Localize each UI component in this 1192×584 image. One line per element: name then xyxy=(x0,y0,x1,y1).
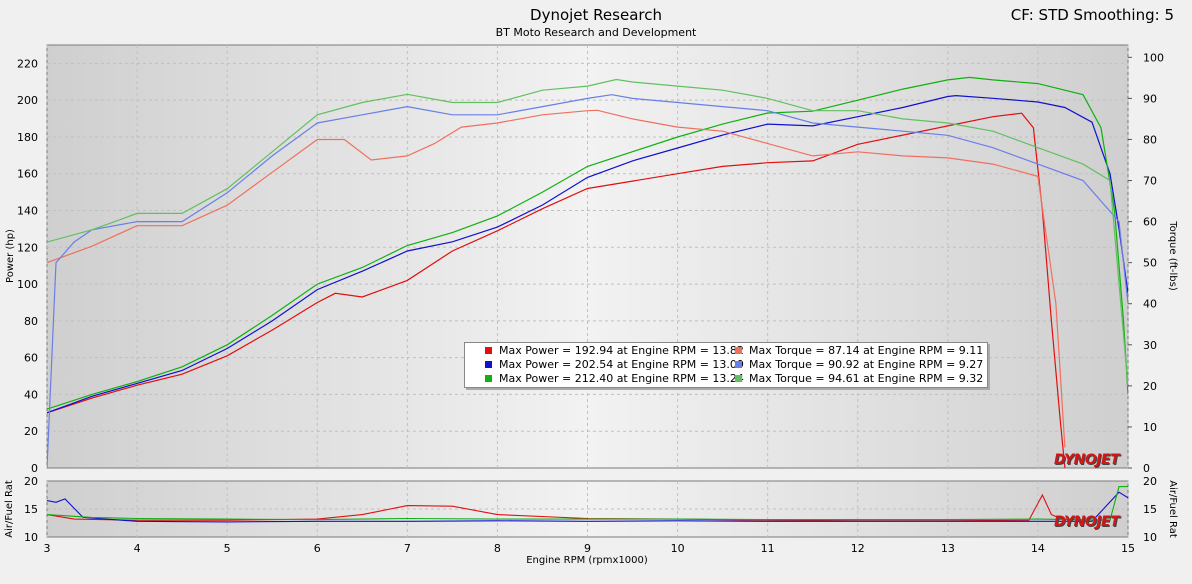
y2-tick-label: 0 xyxy=(1143,462,1150,475)
x-tick-label: 13 xyxy=(941,542,955,555)
y-tick-label: 120 xyxy=(17,241,38,254)
x-tick-label: 6 xyxy=(314,542,321,555)
power-line-run-1 xyxy=(47,112,1066,468)
legend-box: Max Power = 192.94 at Engine RPM = 13.82… xyxy=(464,342,988,388)
afr-y2-tick-label: 20 xyxy=(1143,475,1157,488)
legend-item: Max Power = 192.94 at Engine RPM = 13.82 xyxy=(485,344,744,358)
y2-tick-label: 100 xyxy=(1143,51,1164,64)
x-tick-label: 10 xyxy=(671,542,685,555)
x-tick-label: 12 xyxy=(851,542,865,555)
legend-swatch xyxy=(735,347,742,354)
y-tick-label: 100 xyxy=(17,278,38,291)
y-tick-label: 60 xyxy=(24,352,38,365)
torque-line-run-1 xyxy=(47,109,1066,448)
y2-tick-label: 20 xyxy=(1143,380,1157,393)
x-tick-label: 4 xyxy=(134,542,141,555)
power-line-run-2 xyxy=(47,94,1128,414)
legend-item: Max Torque = 94.61 at Engine RPM = 9.32 xyxy=(735,372,983,386)
y-tick-label: 80 xyxy=(24,315,38,328)
legend-item: Max Power = 202.54 at Engine RPM = 13.09 xyxy=(485,358,744,372)
afr-y-tick-label: 20 xyxy=(24,475,38,488)
y2-tick-label: 10 xyxy=(1143,421,1157,434)
x-tick-label: 3 xyxy=(44,542,51,555)
legend-item: Max Power = 212.40 at Engine RPM = 13.24 xyxy=(485,372,744,386)
dynojet-logo-afr: DYNOJET xyxy=(1054,514,1120,530)
y-tick-label: 220 xyxy=(17,57,38,70)
y-tick-label: 140 xyxy=(17,205,38,218)
y2-tick-label: 60 xyxy=(1143,216,1157,229)
afr-line-run-1 xyxy=(47,493,1066,522)
afr-y2-tick-label: 10 xyxy=(1143,531,1157,544)
x-tick-label: 9 xyxy=(584,542,591,555)
y2-tick-label: 30 xyxy=(1143,339,1157,352)
dynojet-logo-main: DYNOJET xyxy=(1054,452,1120,468)
y2-tick-label: 90 xyxy=(1143,92,1157,105)
legend-swatch xyxy=(485,347,492,354)
legend-swatch xyxy=(485,361,492,368)
x-tick-label: 7 xyxy=(404,542,411,555)
afr-line-run-3 xyxy=(47,486,1128,521)
afr-line-run-2 xyxy=(47,491,1128,523)
legend-swatch xyxy=(735,361,742,368)
y2-tick-label: 40 xyxy=(1143,298,1157,311)
afr-axis-label-left: Air/Fuel Rat xyxy=(4,480,15,538)
y-axis-label-power: Power (hp) xyxy=(5,229,16,283)
legend-swatch xyxy=(485,375,492,382)
chart-subtitle: BT Moto Research and Development xyxy=(495,26,697,39)
correction-factor-info: CF: STD Smoothing: 5 xyxy=(1010,6,1174,24)
x-tick-label: 15 xyxy=(1121,542,1135,555)
afr-y-tick-label: 15 xyxy=(24,503,38,516)
chart-title: Dynojet Research xyxy=(530,6,662,24)
x-tick-label: 11 xyxy=(761,542,775,555)
legend-item: Max Torque = 87.14 at Engine RPM = 9.11 xyxy=(735,344,983,358)
power-line-run-3 xyxy=(47,76,1128,410)
afr-y-tick-label: 10 xyxy=(24,531,38,544)
x-tick-label: 5 xyxy=(224,542,231,555)
afr-y2-tick-label: 15 xyxy=(1143,503,1157,516)
legend-swatch xyxy=(735,375,742,382)
y-tick-label: 0 xyxy=(31,462,38,475)
y-tick-label: 200 xyxy=(17,94,38,107)
y-tick-label: 180 xyxy=(17,131,38,144)
y2-tick-label: 80 xyxy=(1143,133,1157,146)
x-tick-label: 14 xyxy=(1031,542,1045,555)
y-tick-label: 160 xyxy=(17,168,38,181)
y-tick-label: 40 xyxy=(24,388,38,401)
afr-axis-label-right: Air/Fuel Rat xyxy=(1167,480,1178,538)
y2-axis-label-torque: Torque (ft-lbs) xyxy=(1167,220,1178,291)
y-tick-label: 20 xyxy=(24,425,38,438)
x-tick-label: 8 xyxy=(494,542,501,555)
torque-line-run-2 xyxy=(47,94,1128,468)
legend-item: Max Torque = 90.92 at Engine RPM = 9.27 xyxy=(735,358,983,372)
y2-tick-label: 50 xyxy=(1143,257,1157,270)
torque-line-run-3 xyxy=(47,78,1128,386)
x-axis-label: Engine RPM (rpmx1000) xyxy=(526,555,648,566)
y2-tick-label: 70 xyxy=(1143,175,1157,188)
